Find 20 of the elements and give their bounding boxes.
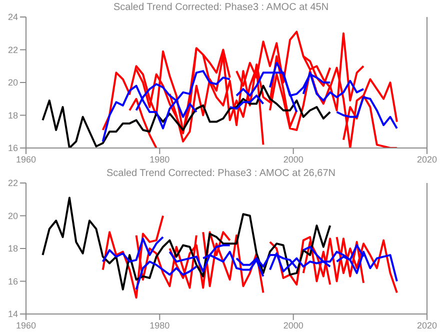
x-tick-label: 2020	[416, 154, 438, 164]
x-tick-label: 2020	[416, 320, 438, 330]
x-tick-label: 1980	[150, 320, 170, 330]
y-tick-label: 22	[8, 44, 18, 55]
y-tick-label: 18	[8, 110, 18, 120]
y-tick-label: 24	[8, 12, 18, 22]
y-tick-label: 20	[8, 210, 18, 221]
x-tick-label: 1980	[150, 154, 170, 164]
x-tick-label: 2000	[283, 154, 304, 164]
x-tick-label: 2000	[283, 320, 304, 330]
x-tick-label: 1960	[16, 320, 36, 330]
chart-title: Scaled Trend Corrected: Phase3 : AMOC at 26,67N	[105, 167, 336, 179]
chart-title: Scaled Trend Corrected: Phase3 : AMOC at 45N	[112, 1, 330, 13]
y-tick-label: 16	[8, 143, 18, 154]
y-tick-label: 20	[8, 78, 18, 88]
y-tick-label: 16	[8, 276, 18, 286]
y-tick-label: 18	[8, 244, 18, 254]
x-tick-label: 1960	[16, 154, 36, 164]
y-tick-label: 22	[8, 178, 18, 188]
y-tick-label: 14	[8, 309, 18, 320]
